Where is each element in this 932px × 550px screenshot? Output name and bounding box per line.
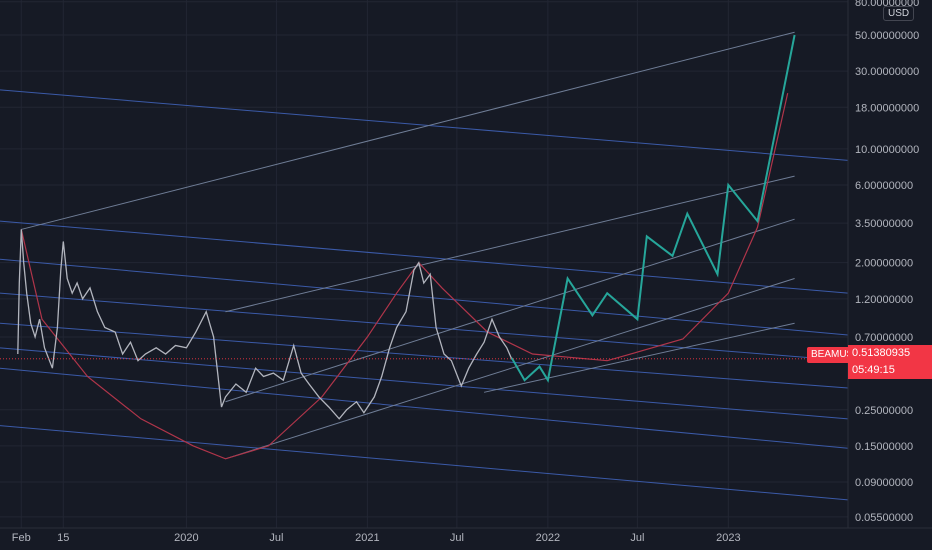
time-tick-label: 15 bbox=[57, 532, 69, 544]
descending-trendlines bbox=[0, 89, 849, 501]
rounding-arc bbox=[20, 92, 789, 460]
time-tick-label: Feb bbox=[12, 532, 31, 544]
last-price-value: 0.51380935 bbox=[852, 347, 911, 359]
bar-countdown: 05:49:15 bbox=[852, 364, 895, 376]
price-tick-label: 30.00000000 bbox=[855, 66, 919, 78]
price-tick-label: 80.00000000 bbox=[855, 0, 919, 9]
descending-trendline bbox=[0, 89, 849, 161]
time-axis: Feb 15 2020 Jul 2021 Jul 2022 Jul 2023 bbox=[12, 532, 741, 544]
price-tick-label: 0.70000000 bbox=[855, 332, 913, 344]
price-axis: 80.00000000 50.00000000 30.00000000 18.0000… bbox=[855, 0, 919, 524]
currency-button[interactable]: USD bbox=[883, 6, 915, 21]
price-tick-label: 0.09000000 bbox=[855, 477, 913, 489]
price-tick-label: 10.00000000 bbox=[855, 144, 919, 156]
descending-trendline bbox=[0, 367, 849, 449]
time-tick-label: Jul bbox=[269, 532, 283, 544]
price-tick-label: 6.00000000 bbox=[855, 180, 913, 192]
channel-line bbox=[21, 31, 795, 230]
time-tick-label: 2022 bbox=[536, 532, 560, 544]
projection-line bbox=[510, 34, 796, 383]
time-tick-label: 2020 bbox=[174, 532, 198, 544]
descending-trendline bbox=[0, 425, 849, 501]
projection-series bbox=[510, 34, 796, 383]
time-tick-label: Jul bbox=[630, 532, 644, 544]
time-tick-label: 2023 bbox=[716, 532, 740, 544]
time-tick-label: 2021 bbox=[355, 532, 379, 544]
price-line bbox=[17, 229, 513, 420]
descending-trendline bbox=[0, 220, 849, 294]
price-series bbox=[17, 229, 513, 420]
descending-trendline bbox=[0, 292, 849, 362]
channel-line bbox=[483, 322, 795, 393]
ascending-channel bbox=[21, 31, 795, 460]
last-price-tag: 0.51380935 05:49:15 bbox=[848, 345, 932, 379]
price-tick-label: 18.00000000 bbox=[855, 102, 919, 114]
price-tick-label: 0.25000000 bbox=[855, 405, 913, 417]
price-tick-label: 1.20000000 bbox=[855, 294, 913, 306]
channel-line bbox=[225, 218, 795, 403]
time-tick-label: Jul bbox=[450, 532, 464, 544]
price-tick-label: 2.00000000 bbox=[855, 258, 913, 270]
price-tick-label: 0.15000000 bbox=[855, 441, 913, 453]
descending-trendline bbox=[0, 258, 849, 336]
descending-trendline bbox=[0, 322, 849, 389]
price-tick-label: 50.00000000 bbox=[855, 30, 919, 42]
price-tick-label: 0.05500000 bbox=[855, 512, 913, 524]
price-tick-label: 3.50000000 bbox=[855, 218, 913, 230]
chart-grid bbox=[0, 0, 848, 528]
channel-line bbox=[225, 175, 795, 313]
descending-trendline bbox=[0, 347, 849, 420]
channel-line bbox=[225, 277, 795, 460]
arc-curve bbox=[20, 92, 789, 460]
